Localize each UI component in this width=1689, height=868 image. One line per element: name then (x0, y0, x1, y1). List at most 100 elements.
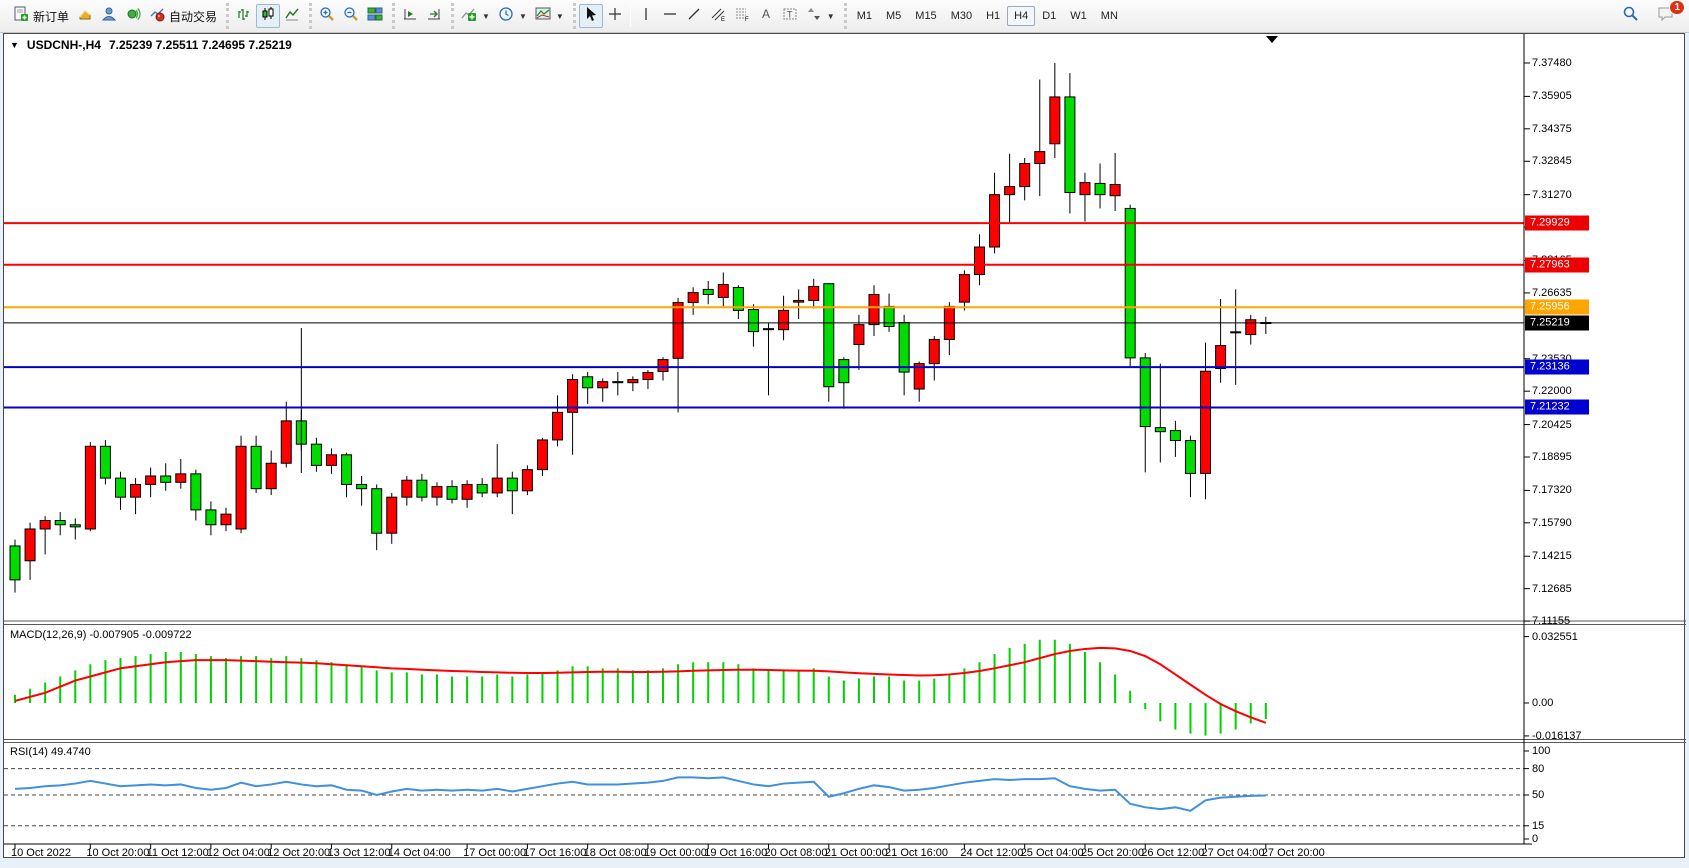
candlestick-button[interactable] (256, 4, 281, 28)
time-tick-label: 17 Oct 00:00 (463, 847, 527, 859)
text-icon: A (758, 6, 774, 27)
channel-button[interactable]: E (706, 4, 730, 28)
candle (1154, 427, 1166, 433)
autotrading-button[interactable]: 自动交易 (145, 4, 221, 28)
candle (1109, 183, 1121, 197)
candle (39, 519, 51, 530)
candle (310, 443, 322, 466)
time-tick-label: 18 Oct 08:00 (583, 847, 647, 859)
toolbar-group-insert: ▼ ▼ ▼ (451, 3, 571, 29)
auto-scroll-button[interactable] (422, 4, 446, 28)
candle (69, 524, 81, 528)
terminal-button[interactable] (121, 4, 145, 28)
chart-shift-button[interactable] (398, 4, 422, 28)
time-tick-label: 24 Oct 12:00 (960, 847, 1024, 859)
periods-button[interactable]: ▼ (494, 4, 531, 28)
candle (416, 479, 428, 498)
candle (989, 194, 1001, 248)
candle (883, 305, 895, 328)
toolbar-group-objects: E F A T ▼ (572, 3, 842, 29)
candle (536, 439, 548, 471)
chart-title: ▼ USDCNH-,H4 7.25239 7.25511 7.24695 7.2… (10, 38, 292, 52)
trendline-button[interactable] (682, 4, 706, 28)
crosshair-button[interactable] (603, 4, 627, 28)
fibonacci-icon: F (734, 6, 750, 27)
toolbar-group-order: 新订单 自动交易 (6, 3, 224, 29)
templates-icon (535, 6, 551, 27)
zoom-in-button[interactable] (315, 4, 339, 28)
text-button[interactable]: A (754, 4, 778, 28)
candle (325, 454, 337, 466)
timeframe-m5[interactable]: M5 (886, 10, 902, 22)
candle (958, 274, 970, 303)
candle (732, 287, 744, 311)
arrows-icon (806, 6, 822, 27)
timeframe-h4[interactable]: H4 (1007, 6, 1036, 26)
candle (1184, 440, 1196, 474)
candle (431, 486, 443, 498)
price-tick-label: 7.32845 (1532, 155, 1572, 168)
macd-indicator-label: MACD(12,26,9) -0.007905 -0.009722 (10, 629, 192, 641)
zoom-out-button[interactable] (339, 4, 363, 28)
search-icon (1622, 5, 1639, 27)
candle (597, 381, 609, 389)
search-button[interactable] (1618, 4, 1643, 28)
new-order-button[interactable]: 新订单 (9, 4, 73, 28)
svg-text:T: T (787, 9, 793, 19)
market-watch-button[interactable] (73, 4, 97, 28)
time-tick-label: 19 Oct 00:00 (643, 847, 707, 859)
vertical-line-button[interactable] (634, 4, 658, 28)
candle (386, 496, 398, 534)
line-chart-button[interactable] (280, 4, 304, 28)
tile-windows-button[interactable] (363, 4, 387, 28)
timeframe-m15[interactable]: M15 (915, 10, 937, 22)
fibonacci-button[interactable]: F (730, 4, 754, 28)
chart-canvas[interactable] (4, 34, 1686, 859)
candle (130, 483, 142, 498)
cursor-button[interactable] (578, 4, 603, 28)
candle (220, 513, 232, 526)
price-tick-label: 7.35905 (1532, 90, 1572, 103)
label-button[interactable]: T (778, 4, 802, 28)
macd-axis-label: 0.00 (1532, 697, 1554, 709)
candle (928, 338, 940, 365)
candle (702, 288, 714, 296)
candle (521, 469, 533, 492)
price-tick-label: 7.14215 (1532, 550, 1572, 563)
chart-expand-icon[interactable]: ▼ (10, 40, 19, 50)
navigator-button[interactable] (97, 4, 121, 28)
indicators-button[interactable]: ▼ (457, 4, 494, 28)
candle (1200, 370, 1212, 474)
arrows-button[interactable]: ▼ (802, 4, 839, 28)
timeframe-m1[interactable]: M1 (856, 10, 872, 22)
templates-caret-icon: ▼ (555, 11, 564, 21)
candle (898, 321, 910, 373)
timeframe-mn[interactable]: MN (1100, 10, 1118, 22)
candle (461, 483, 473, 500)
timeframe-w1[interactable]: W1 (1070, 10, 1087, 22)
candle (491, 477, 503, 494)
candle (265, 462, 277, 490)
horizontal-line-button[interactable] (658, 4, 682, 28)
time-tick-label: 26 Oct 12:00 (1141, 847, 1205, 859)
candle (687, 292, 699, 304)
toolbar-group-shift (392, 3, 449, 29)
rsi-indicator-label: RSI(14) 49.4740 (10, 746, 91, 758)
timeframe-h1[interactable]: H1 (986, 10, 1001, 22)
price-tick-label: 7.31270 (1532, 188, 1572, 201)
zoom-in-icon (319, 6, 335, 27)
toolbar-group-timeframes: M1 M5 M15 M30 H1 H4 D1 W1 MN (843, 3, 1128, 29)
candle (868, 294, 880, 326)
templates-button[interactable]: ▼ (531, 4, 568, 28)
candle (401, 479, 413, 498)
notifications-button[interactable]: 1 (1653, 0, 1685, 28)
candle (371, 488, 383, 534)
timeframe-m30[interactable]: M30 (950, 10, 973, 22)
candle (1215, 345, 1227, 369)
timeframe-d1[interactable]: D1 (1042, 10, 1057, 22)
bar-chart-button[interactable] (232, 4, 256, 28)
crosshair-icon (607, 6, 623, 27)
price-tick-label: 7.17320 (1532, 484, 1572, 497)
hline-price-badge: 7.25956 (1525, 299, 1589, 315)
price-tick-label: 7.26635 (1532, 286, 1572, 299)
